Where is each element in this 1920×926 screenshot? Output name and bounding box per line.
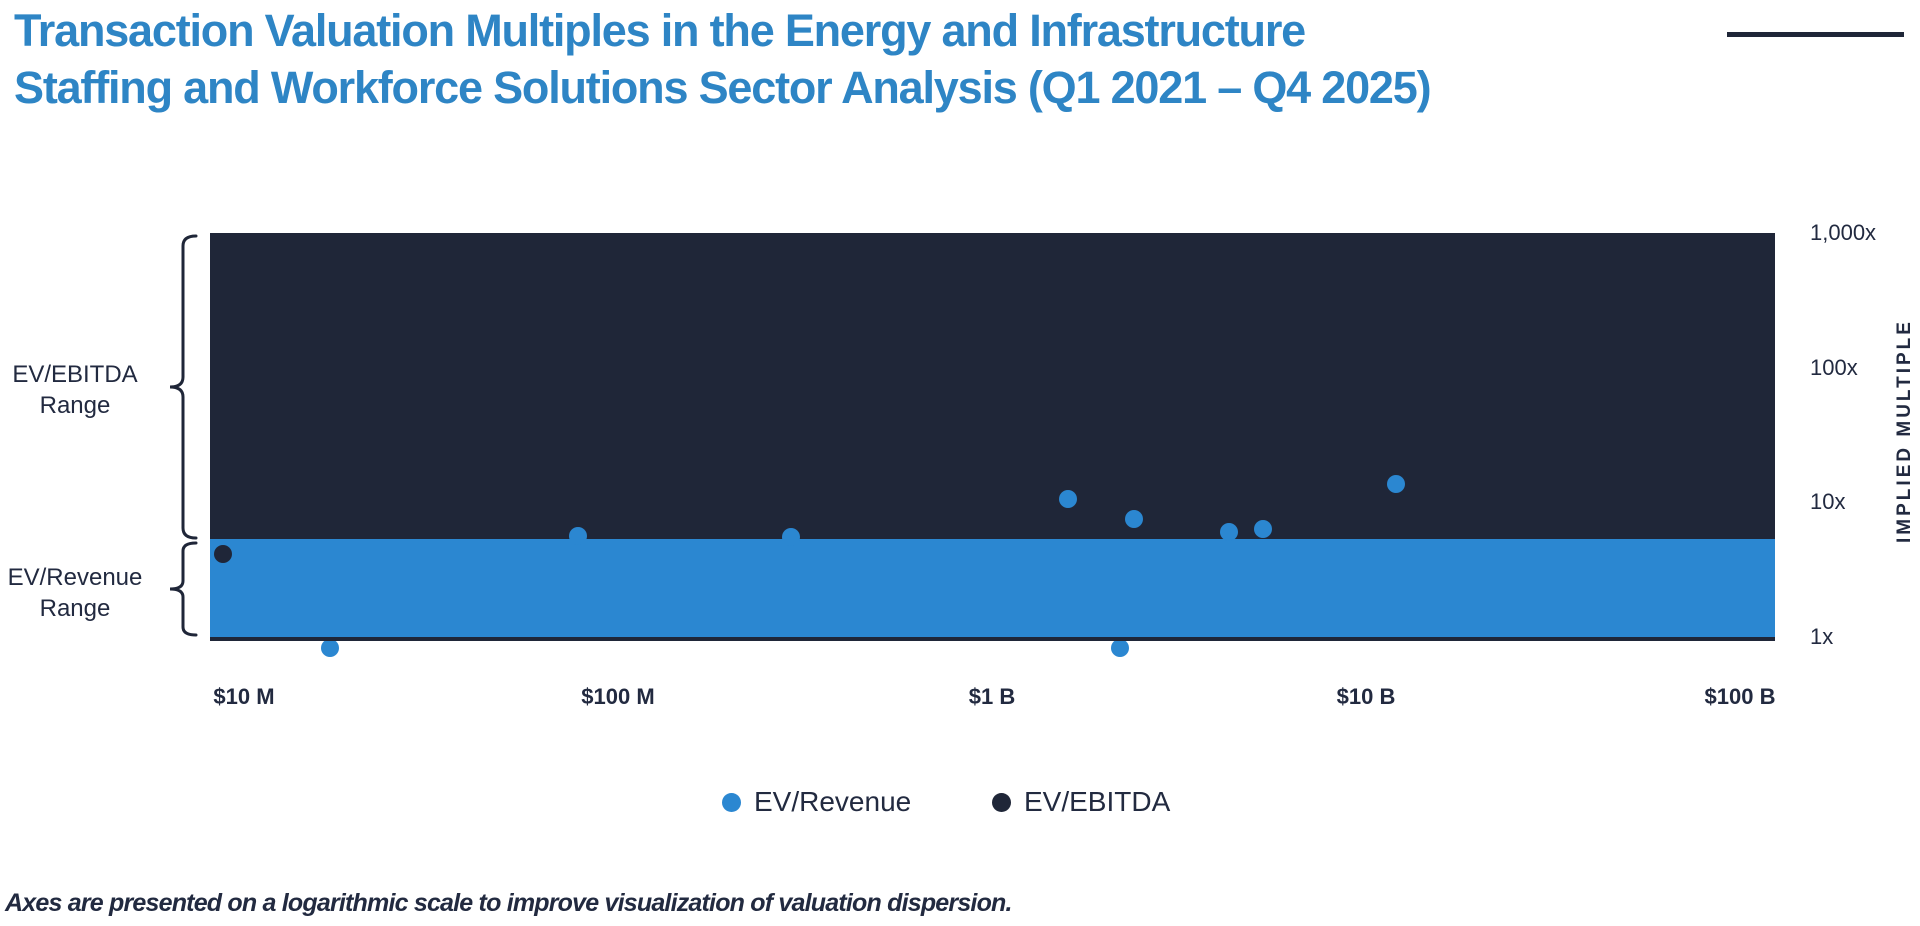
- chart-title: Transaction Valuation Multiples in the E…: [14, 2, 1774, 116]
- point-ev-revenue: [1253, 520, 1272, 539]
- legend-dot-ev-revenue: [722, 792, 741, 812]
- ebitda-range-label: EV/EBITDA Range: [0, 359, 150, 421]
- x-tick--1-b: $1 B: [968, 684, 1016, 709]
- footnote: Axes are presented on a logarithmic scal…: [5, 889, 1012, 917]
- band-ev-revenue-range: [210, 539, 1775, 637]
- ebitda-range-brace: [169, 234, 198, 540]
- point-ev-revenue: [1059, 489, 1078, 508]
- point-ev-ebitda: [214, 545, 233, 564]
- y-tick-1x: 1x: [1810, 624, 1834, 649]
- x-tick--10-m: $10 M: [213, 684, 275, 709]
- point-ev-revenue: [568, 527, 587, 546]
- band-ev-ebitda-range: [210, 233, 1775, 540]
- legend-label: EV/EBITDA: [1024, 786, 1171, 817]
- chart-title-line2: Staffing and Workforce Solutions Sector …: [14, 62, 1432, 113]
- range-braces: [169, 234, 198, 637]
- legend-label: EV/Revenue: [754, 786, 912, 817]
- revenue-range-label-line2: Range: [39, 595, 111, 622]
- point-ev-revenue: [1125, 510, 1144, 529]
- revenue-range-brace: [169, 541, 198, 637]
- point-ev-revenue: [1386, 474, 1405, 493]
- point-ev-revenue: [1219, 523, 1238, 542]
- point-ev-revenue: [321, 638, 340, 657]
- legend-dot-ev-ebitda: [992, 792, 1011, 812]
- y-tick-100x: 100x: [1810, 354, 1858, 380]
- revenue-range-label-line1: EV/Revenue: [7, 564, 143, 591]
- point-ev-revenue: [1111, 638, 1130, 657]
- legend-item-ev-ebitda: EV/EBITDA: [992, 786, 1170, 817]
- ebitda-range-label-line1: EV/EBITDA: [12, 361, 138, 388]
- y-tick-1000x: 1,000x: [1810, 219, 1877, 245]
- plot-area: [210, 233, 1775, 657]
- ebitda-range-label-line2: Range: [39, 392, 111, 419]
- title-decorative-rule: [1727, 32, 1904, 37]
- x-tick--100-b: $100 B: [1704, 684, 1776, 709]
- x-axis-line: [210, 637, 1775, 641]
- point-ev-revenue: [781, 528, 800, 547]
- y-tick-10x: 10x: [1810, 489, 1846, 515]
- x-tick--100-m: $100 M: [581, 684, 655, 709]
- chart-title-line1: Transaction Valuation Multiples in the E…: [14, 5, 1306, 56]
- legend-item-ev-revenue: EV/Revenue: [722, 786, 911, 817]
- revenue-range-label: EV/Revenue Range: [0, 562, 150, 624]
- x-tick--10-b: $10 B: [1336, 684, 1396, 709]
